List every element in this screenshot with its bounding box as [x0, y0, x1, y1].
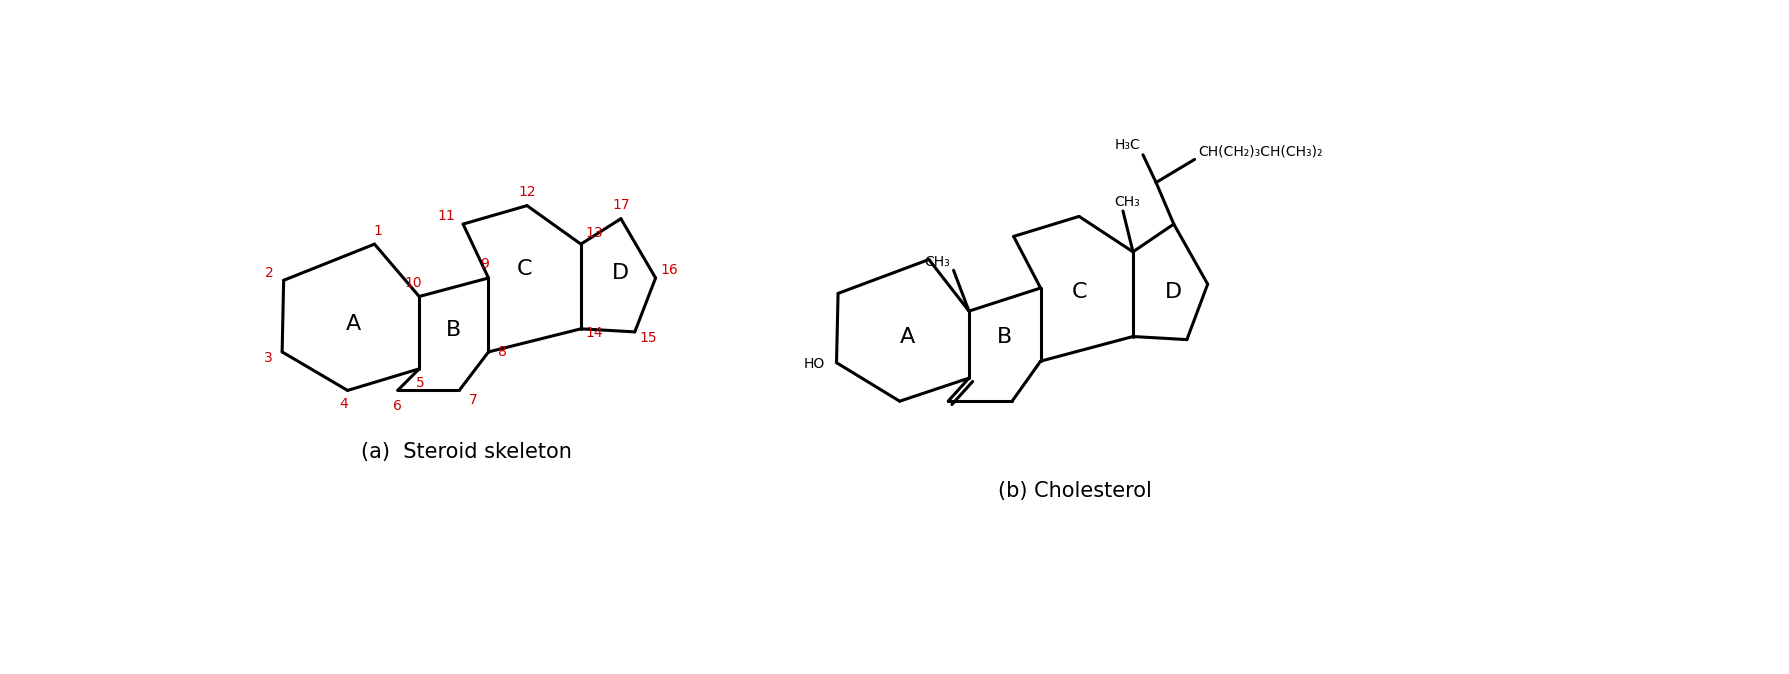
Text: 16: 16: [660, 264, 678, 277]
Text: 6: 6: [394, 399, 403, 412]
Text: 15: 15: [639, 331, 657, 345]
Text: A: A: [345, 314, 360, 334]
Text: 13: 13: [585, 226, 603, 239]
Text: C: C: [517, 259, 531, 279]
Text: B: B: [996, 326, 1011, 346]
Text: D: D: [1165, 282, 1183, 302]
Text: CH(CH₂)₃CH(CH₃)₂: CH(CH₂)₃CH(CH₃)₂: [1199, 145, 1322, 158]
Text: A: A: [900, 326, 914, 346]
Text: D: D: [612, 263, 630, 282]
Text: 8: 8: [497, 345, 506, 359]
Text: 5: 5: [417, 375, 424, 390]
Text: 11: 11: [437, 210, 454, 223]
Text: 14: 14: [585, 326, 603, 340]
Text: 2: 2: [265, 266, 274, 280]
Text: 3: 3: [263, 351, 272, 365]
Text: (a)  Steroid skeleton: (a) Steroid skeleton: [361, 442, 572, 462]
Text: 17: 17: [612, 198, 630, 212]
Text: HO: HO: [803, 357, 825, 371]
Text: H₃C: H₃C: [1115, 137, 1140, 152]
Text: C: C: [1072, 282, 1086, 302]
Text: 4: 4: [340, 397, 347, 411]
Text: 12: 12: [517, 185, 535, 199]
Text: CH₃: CH₃: [925, 255, 950, 269]
Text: 10: 10: [404, 276, 422, 290]
Text: B: B: [445, 320, 460, 340]
Text: (b) Cholesterol: (b) Cholesterol: [998, 481, 1152, 501]
Text: 9: 9: [479, 257, 488, 271]
Text: 1: 1: [374, 224, 383, 238]
Text: 7: 7: [469, 393, 478, 406]
Text: CH₃: CH₃: [1115, 195, 1140, 210]
